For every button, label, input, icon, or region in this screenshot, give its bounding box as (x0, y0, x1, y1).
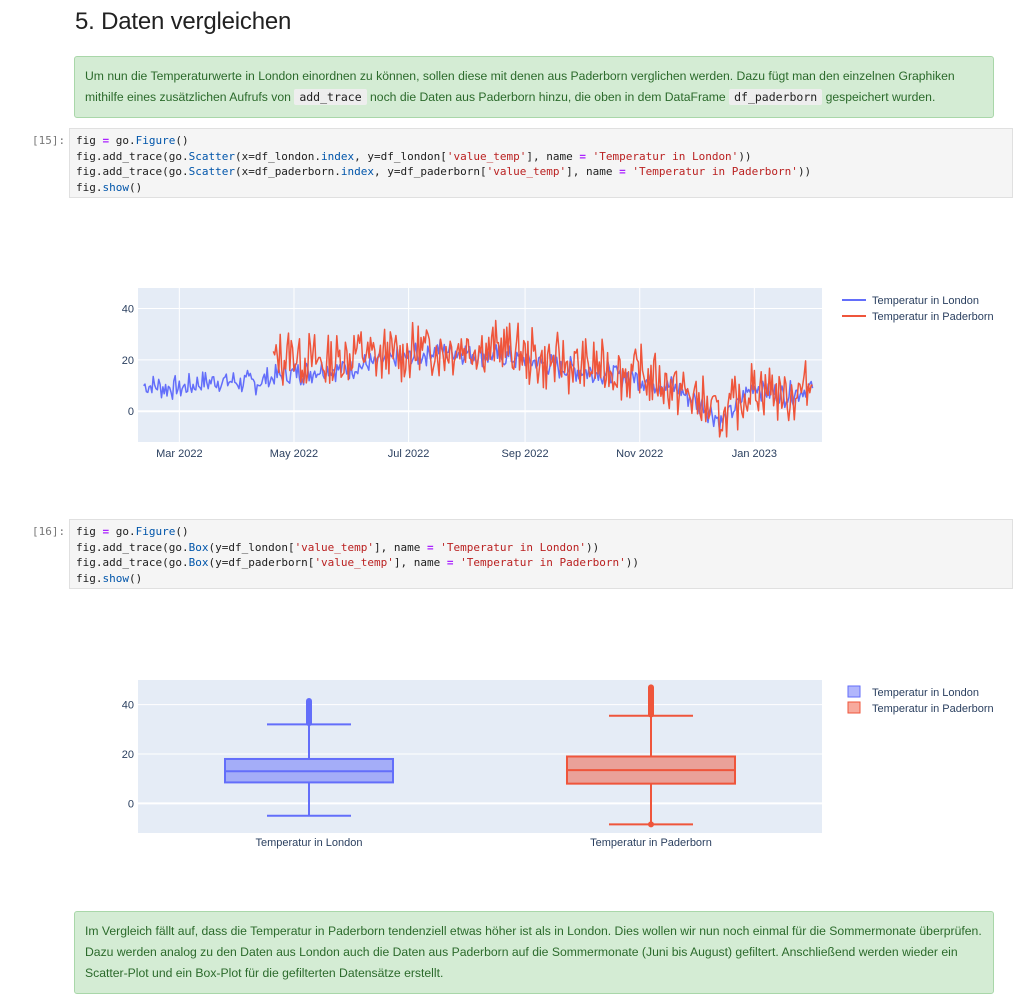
inline-code-add-trace: add_trace (294, 89, 367, 105)
code-line: fig.add_trace(go.Scatter(x=df_paderborn.… (76, 165, 812, 178)
legend-label: Temperatur in Paderborn (872, 311, 994, 323)
x-tick-label: Jan 2023 (732, 448, 777, 460)
code-cell-15[interactable]: fig = go.Figure() fig.add_trace(go.Scatte… (69, 128, 1013, 198)
x-tick-label: May 2022 (270, 448, 318, 460)
code-line: fig = go.Figure() (76, 525, 189, 538)
code-line: fig.show() (76, 180, 143, 194)
intro-note: Um nun die Temperaturwerte in London ein… (74, 56, 994, 118)
intro-text-2: noch die Daten aus Paderborn hinzu, die … (366, 90, 730, 104)
code-cell-16[interactable]: fig = go.Figure() fig.add_trace(go.Box(y=… (69, 519, 1013, 589)
cell-prompt-16: [16]: (32, 525, 66, 538)
line-chart[interactable]: Mar 2022 May 2022 Jul 2022 Sep 2022 Nov 2022… (0, 282, 1024, 462)
x-tick-label: Nov 2022 (616, 448, 663, 460)
legend-label: Temperatur in Paderborn (872, 703, 994, 715)
y-tick-label: 40 (122, 700, 134, 712)
code-line: fig.add_trace(go.Box(y=df_paderborn['val… (76, 556, 639, 569)
series-line-paderborn (272, 319, 813, 438)
code-line: fig.show() (76, 571, 143, 585)
legend-label: Temperatur in London (872, 687, 979, 699)
box-chart[interactable]: 0 20 40 Temperatur in London Temperatur in P… (0, 672, 1024, 857)
intro-text-1: Um nun die Temperaturwerte in London ein… (85, 69, 955, 104)
x-tick-label: Temperatur in Paderborn (590, 837, 712, 849)
legend-swatch (847, 685, 861, 698)
outlier-point (648, 821, 654, 828)
y-tick-label: 0 (128, 798, 134, 810)
cell-prompt-15: [15]: (32, 134, 66, 147)
box-paderborn (566, 684, 736, 828)
x-tick-label: Jul 2022 (388, 448, 430, 460)
x-tick-label: Mar 2022 (156, 448, 202, 460)
y-tick-label: 40 (122, 304, 134, 316)
box-london (224, 697, 394, 817)
y-tick-label: 0 (128, 406, 134, 418)
section-heading: 5. Daten vergleichen (75, 8, 292, 35)
inline-code-df-paderborn: df_paderborn (729, 89, 823, 105)
x-tick-label: Temperatur in London (255, 837, 362, 849)
conclusion-note: Im Vergleich fällt auf, dass die Tempera… (74, 911, 994, 994)
x-tick-label: Sep 2022 (502, 448, 549, 460)
y-tick-label: 20 (122, 355, 134, 367)
code-line: fig.add_trace(go.Scatter(x=df_london.ind… (76, 149, 752, 163)
legend-label: Temperatur in London (872, 295, 979, 307)
code-line: fig = go.Figure() (76, 134, 189, 147)
y-tick-label: 20 (122, 749, 134, 761)
intro-text-3: gespeichert wurden. (822, 90, 936, 104)
legend-swatch (847, 701, 861, 714)
code-line: fig.add_trace(go.Box(y=df_london['value_… (76, 540, 600, 554)
